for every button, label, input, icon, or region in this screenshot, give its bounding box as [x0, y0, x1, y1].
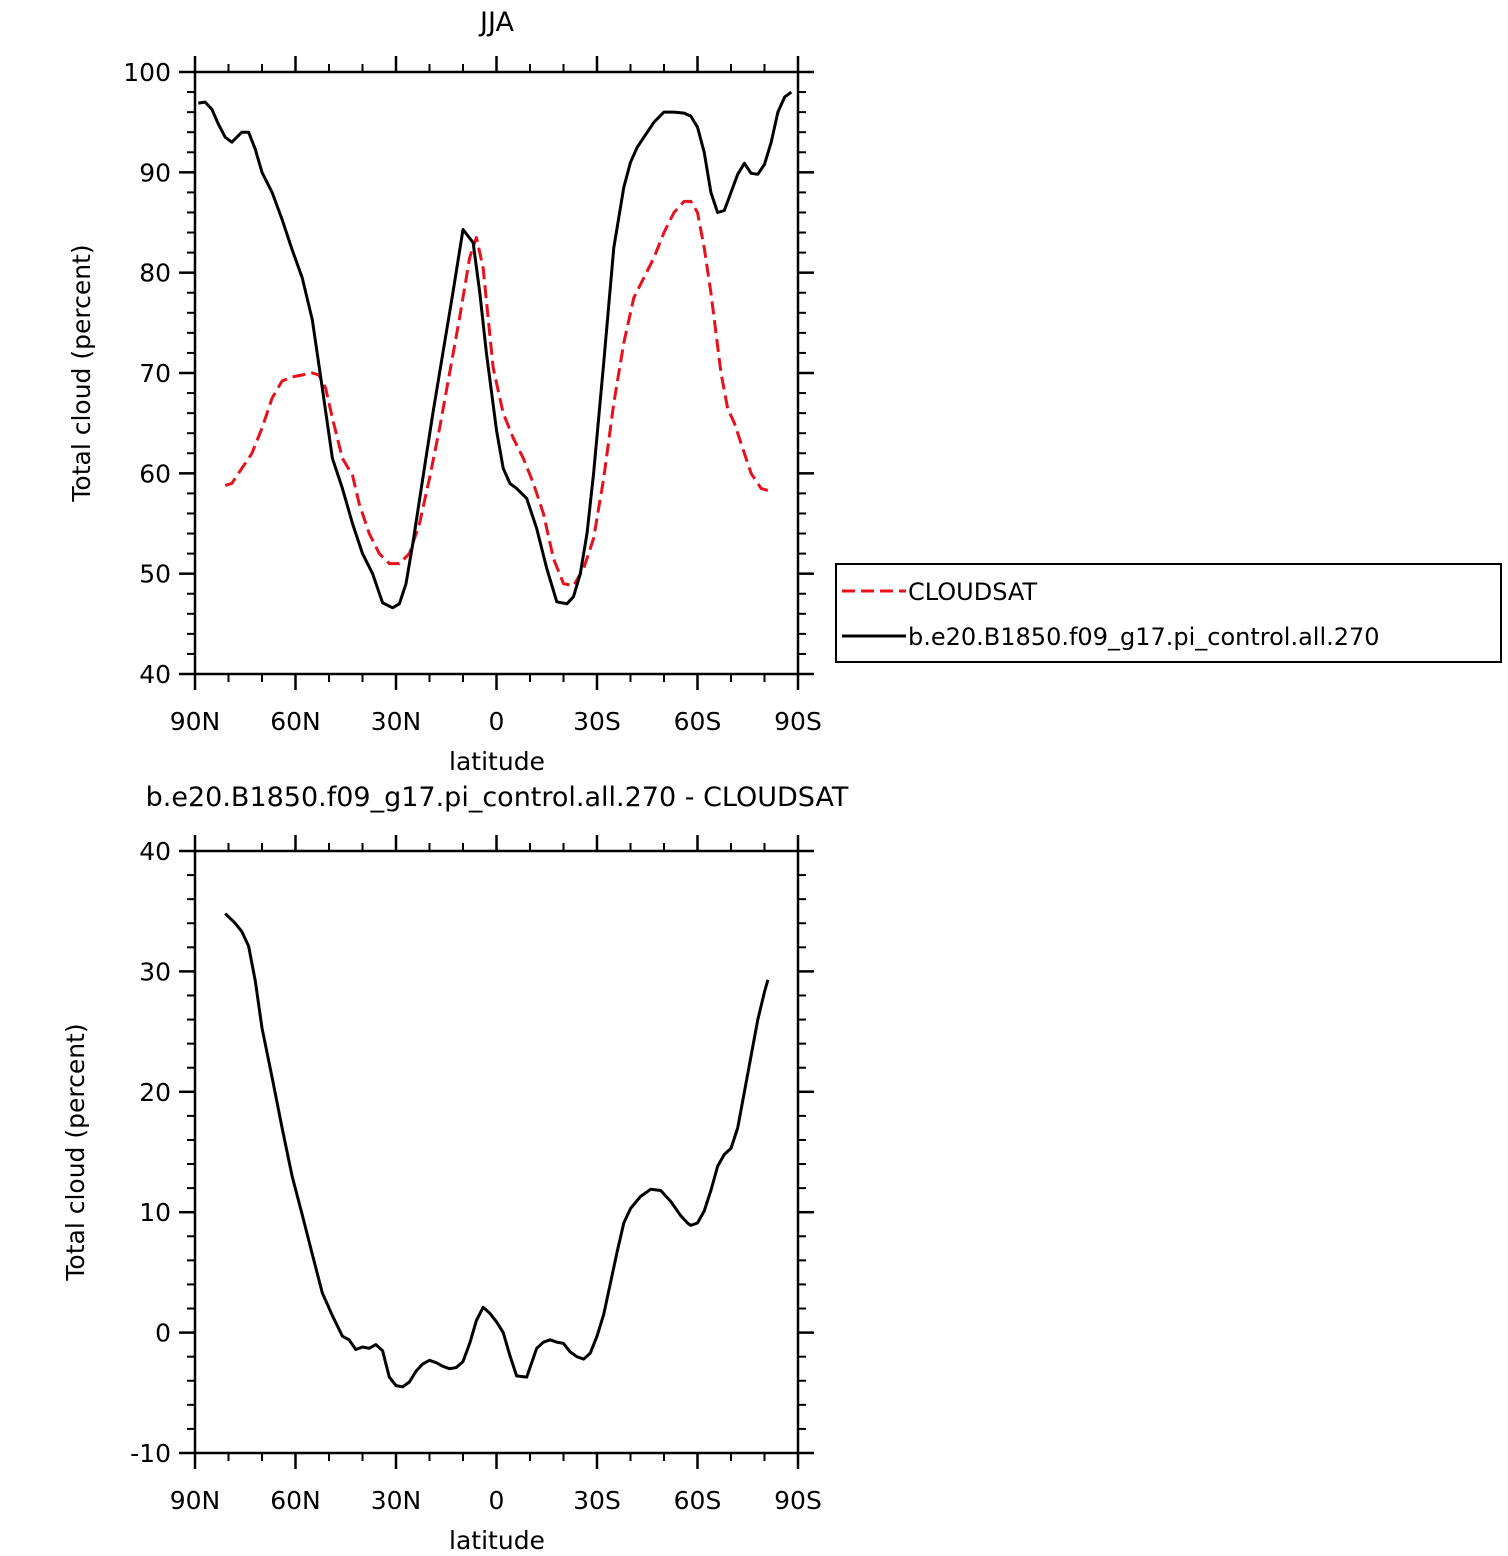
bottom-plot-x-axis-title: latitude [449, 1526, 545, 1555]
y-tick-label: 0 [155, 1319, 171, 1348]
top-plot-x-tick-labels: 90N 60N 30N 0 30S 60S 90S [170, 707, 822, 736]
bottom-plot-frame [193, 849, 800, 1455]
y-tick-label: 60 [139, 459, 171, 488]
x-tick-label: 90N [170, 707, 221, 736]
top-plot-title: JJA [478, 7, 514, 38]
y-tick-label: 80 [139, 259, 171, 288]
x-tick-label: 30N [371, 707, 422, 736]
bottom-plot-ticks [179, 835, 814, 1469]
y-tick-label: 40 [139, 837, 171, 866]
x-tick-label: 60N [270, 707, 321, 736]
x-tick-label: 90N [170, 1486, 221, 1515]
bottom-plot: b.e20.B1850.f09_g17.pi_control.all.270 -… [61, 782, 849, 1555]
legend-box [835, 563, 1502, 663]
bottom-plot-title: b.e20.B1850.f09_g17.pi_control.all.270 -… [146, 782, 849, 813]
x-tick-label: 0 [489, 1486, 505, 1515]
x-tick-label: 60S [674, 1486, 722, 1515]
series-line-1 [224, 912, 770, 1389]
x-tick-label: 60S [674, 707, 722, 736]
top-plot-x-axis-title: latitude [449, 747, 545, 776]
bottom-plot-x-tick-labels: 90N 60N 30N 0 30S 60S 90S [170, 1486, 822, 1515]
series-line-1 [224, 199, 769, 588]
top-plot-ticks [179, 56, 814, 690]
legend-label-cloudsat: CLOUDSAT [908, 578, 1037, 606]
top-plot-series [198, 90, 793, 610]
x-tick-label: 0 [489, 707, 505, 736]
y-tick-label: 90 [139, 158, 171, 187]
x-tick-label: 30S [573, 707, 621, 736]
y-tick-label: -10 [130, 1439, 171, 1468]
top-plot-frame [193, 70, 800, 676]
top-plot-y-tick-labels: 40 50 60 70 80 90 100 [123, 58, 171, 689]
bottom-plot-y-axis-title: Total cloud (percent) [61, 1023, 90, 1281]
y-tick-label: 30 [139, 957, 171, 986]
x-tick-label: 60N [270, 1486, 321, 1515]
legend-label-model: b.e20.B1850.f09_g17.pi_control.all.270 [908, 623, 1380, 651]
top-plot-y-axis-title: Total cloud (percent) [67, 244, 96, 502]
legend: CLOUDSAT b.e20.B1850.f09_g17.pi_control.… [835, 563, 1502, 663]
bottom-plot-y-tick-labels: -10 0 10 20 30 40 [130, 837, 171, 1468]
y-tick-label: 40 [139, 660, 171, 689]
bottom-plot-series [224, 912, 770, 1389]
x-tick-label: 30N [371, 1486, 422, 1515]
y-tick-label: 100 [123, 58, 171, 87]
x-tick-label: 90S [774, 1486, 822, 1515]
y-tick-label: 20 [139, 1078, 171, 1107]
y-tick-label: 50 [139, 560, 171, 589]
x-tick-label: 90S [774, 707, 822, 736]
x-tick-label: 30S [573, 1486, 621, 1515]
series-line-2 [198, 90, 793, 610]
y-tick-label: 10 [139, 1198, 171, 1227]
y-tick-label: 70 [139, 359, 171, 388]
